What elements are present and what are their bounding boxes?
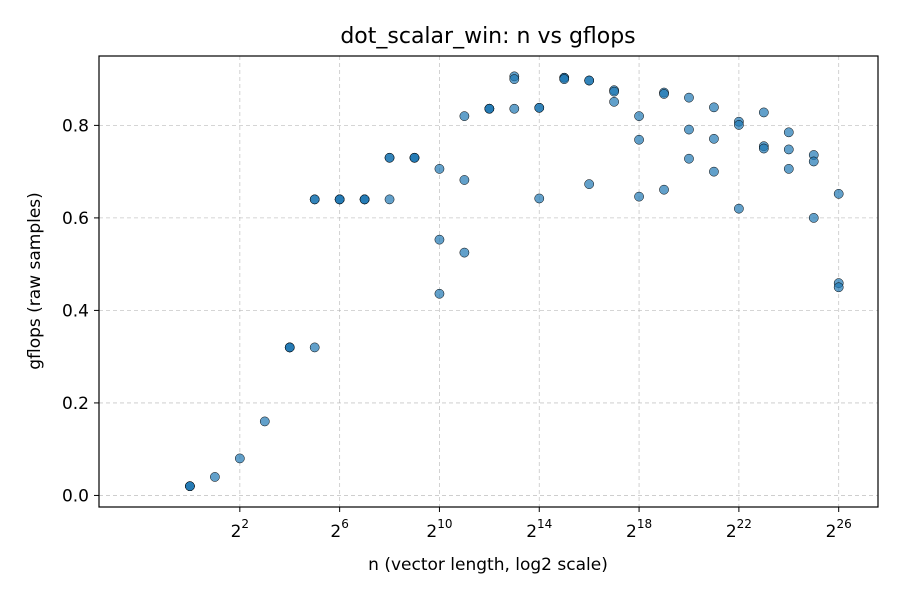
y-tick-label: 0.6 xyxy=(62,209,89,229)
x-axis-label: n (vector length, log2 scale) xyxy=(368,555,608,575)
grid xyxy=(99,56,878,507)
y-tick-label: 0.8 xyxy=(62,116,89,136)
x-tick-base: 2 xyxy=(826,522,837,542)
x-tick-base: 2 xyxy=(231,522,242,542)
y-tick-label: 0.4 xyxy=(62,301,89,321)
y-tick-label: 0.0 xyxy=(62,486,89,506)
x-tick-exponent: 26 xyxy=(836,517,851,531)
x-tick-label: 226 xyxy=(826,517,852,542)
data-point xyxy=(659,184,669,195)
data-point xyxy=(808,213,819,223)
data-point xyxy=(634,111,644,121)
data-point xyxy=(609,86,619,97)
x-tick-label: 210 xyxy=(426,517,452,542)
data-point xyxy=(783,127,794,138)
data-point xyxy=(409,152,420,163)
data-point xyxy=(783,164,794,174)
data-point xyxy=(534,102,545,113)
data-point xyxy=(259,416,270,427)
data-point xyxy=(734,120,744,130)
data-point xyxy=(634,134,644,145)
data-point xyxy=(534,193,545,204)
x-tick-exponent: 18 xyxy=(637,517,652,531)
data-point xyxy=(284,342,295,353)
x-tick-label: 214 xyxy=(526,517,552,542)
data-point xyxy=(783,144,794,155)
data-point xyxy=(334,194,345,205)
data-point xyxy=(459,175,470,185)
x-axis-ticks: 22 26 210 214 218 222 226 xyxy=(231,507,852,542)
data-point xyxy=(309,342,320,353)
data-point xyxy=(185,481,195,492)
data-points xyxy=(185,71,844,492)
data-point xyxy=(384,152,395,163)
x-tick-base: 2 xyxy=(726,522,737,542)
data-point xyxy=(684,153,694,164)
data-point xyxy=(434,234,445,245)
data-point xyxy=(833,282,844,293)
data-point xyxy=(434,164,445,174)
plot-frame xyxy=(98,55,879,508)
data-point xyxy=(210,472,220,482)
data-point xyxy=(484,103,495,114)
data-point xyxy=(434,288,445,299)
x-tick-base: 2 xyxy=(626,522,637,542)
y-tick-label: 0.2 xyxy=(62,394,89,414)
data-point xyxy=(609,96,619,107)
data-point xyxy=(659,89,669,99)
data-point xyxy=(684,124,694,135)
x-tick-exponent: 6 xyxy=(341,517,349,531)
y-axis-ticks: 0.0 0.2 0.4 0.6 0.8 xyxy=(62,116,99,506)
data-point xyxy=(234,453,245,464)
data-point xyxy=(584,179,595,189)
x-tick-exponent: 22 xyxy=(737,517,752,531)
x-tick-label: 22 xyxy=(231,517,249,542)
x-tick-exponent: 2 xyxy=(241,517,249,531)
x-tick-base: 2 xyxy=(330,522,341,542)
data-point xyxy=(709,166,719,177)
data-point xyxy=(758,143,769,154)
x-tick-base: 2 xyxy=(526,522,537,542)
data-point xyxy=(758,107,769,118)
data-point xyxy=(734,203,744,214)
x-tick-exponent: 14 xyxy=(537,517,552,531)
data-point xyxy=(509,74,520,84)
data-point xyxy=(384,194,395,205)
data-point xyxy=(309,194,320,205)
chart-title: dot_scalar_win: n vs gflops xyxy=(340,24,635,49)
x-tick-label: 26 xyxy=(330,517,348,542)
data-point xyxy=(833,188,844,199)
x-tick-label: 222 xyxy=(726,517,752,542)
data-point xyxy=(559,74,570,84)
data-point xyxy=(584,75,595,86)
data-point xyxy=(709,102,719,113)
x-tick-exponent: 10 xyxy=(437,517,452,531)
x-tick-label: 218 xyxy=(626,517,652,542)
data-point xyxy=(709,133,719,144)
data-point xyxy=(634,191,644,202)
data-point xyxy=(459,111,470,121)
data-point xyxy=(684,92,694,103)
data-point xyxy=(808,156,819,167)
data-point xyxy=(359,194,370,205)
y-axis-label: gflops (raw samples) xyxy=(25,192,45,370)
x-tick-base: 2 xyxy=(426,522,437,542)
data-point xyxy=(459,247,470,258)
data-point xyxy=(509,103,520,114)
